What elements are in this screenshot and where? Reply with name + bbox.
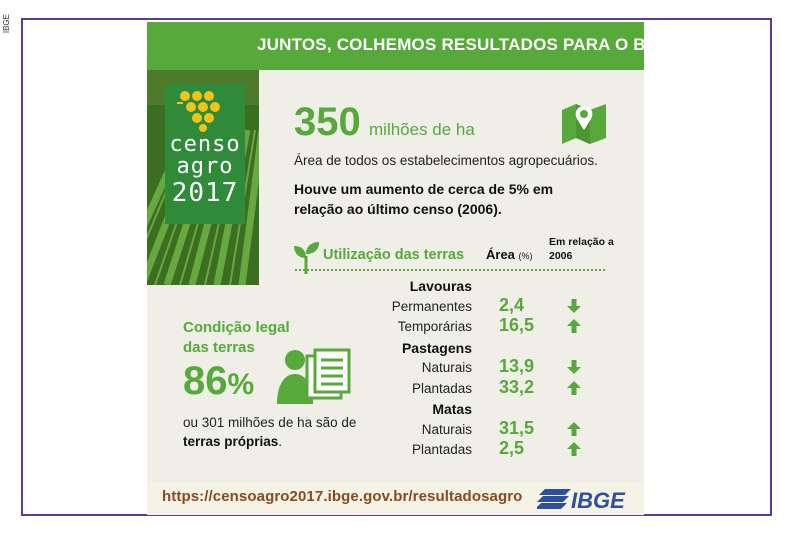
banner-title: JUNTOS, COLHEMOS RESULTADOS PARA O BRASI… <box>257 35 698 54</box>
arrow-down-icon <box>567 298 581 313</box>
column-area-unit: (%) <box>518 251 533 261</box>
column-relation-header: Em relação a 2006 <box>549 236 614 262</box>
infographic-card: JUNTOS, COLHEMOS RESULTADOS PARA O BRASI… <box>147 22 698 515</box>
land-use-row: Permanentes 2,4 <box>147 294 644 317</box>
row-area-value: 33,2 <box>499 376 535 397</box>
legal-percent: 86% <box>183 360 254 406</box>
land-use-title: Utilização das terras <box>323 247 465 263</box>
legal-percent-value: 86 <box>183 359 228 403</box>
dotted-divider <box>295 269 605 271</box>
row-label: Temporárias <box>397 319 472 334</box>
legal-condition-title: Condição legal das terras <box>183 319 290 356</box>
legal-desc-bold: terras próprias <box>183 434 279 449</box>
results-link[interactable]: https://censoagro2017.ibge.gov.br/result… <box>162 488 523 505</box>
outer-frame <box>21 18 772 516</box>
column-area-label: Área <box>486 247 515 262</box>
map-pin-icon <box>562 104 606 144</box>
owner-document-icon <box>277 348 351 404</box>
logo-year: 2017 <box>171 178 239 208</box>
category-label: Pastagens <box>401 339 472 356</box>
land-use-category: Lavouras <box>147 276 644 296</box>
ibge-logo-text: IBGE <box>571 488 626 513</box>
land-use-row: Plantadas 2,5 <box>147 438 644 460</box>
column-area-header: Área (%) <box>486 247 533 262</box>
area-unit: milhões de ha <box>369 120 475 139</box>
land-use-category: Matas <box>147 399 644 419</box>
logo-line-2: agro <box>176 154 234 179</box>
row-area-value: 16,5 <box>499 315 535 335</box>
row-label: Plantadas <box>411 380 472 396</box>
row-label: Naturais <box>421 360 472 375</box>
land-use-category: Pastagens <box>147 338 644 358</box>
row-area-value: 31,5 <box>499 417 535 438</box>
legal-description: ou 301 milhões de ha são de terras própr… <box>183 413 373 451</box>
arrow-up-icon <box>567 319 581 333</box>
arrow-up-icon <box>567 442 581 456</box>
ibge-logo: IBGE <box>537 488 626 513</box>
arrow-down-icon <box>567 360 581 374</box>
logo-line-1: censo <box>169 132 241 157</box>
row-label: Naturais <box>421 421 472 437</box>
sprout-icon <box>294 242 319 274</box>
footer-bar: https://censoagro2017.ibge.gov.br/result… <box>147 482 644 515</box>
grape-cluster-icon <box>177 91 220 132</box>
area-value: 350 <box>294 100 361 144</box>
legal-desc-suffix: . <box>278 434 283 449</box>
censo-agro-logo: censo agro 2017 <box>165 84 245 224</box>
land-use-row: Naturais 13,9 <box>147 356 644 378</box>
crop-field-photo: censo agro 2017 <box>147 70 259 285</box>
land-use-row: Plantadas 33,2 <box>147 376 644 399</box>
legal-desc-prefix: ou 301 milhões de ha são de <box>183 415 357 430</box>
land-use-row: Temporárias 16,5 <box>147 315 644 337</box>
top-banner: JUNTOS, COLHEMOS RESULTADOS PARA O BRASI… <box>147 22 698 70</box>
row-area-value: 2,4 <box>499 294 525 315</box>
row-label: Permanentes <box>391 298 472 314</box>
arrow-up-icon <box>567 380 581 395</box>
land-use-row: Naturais 31,5 <box>147 417 644 440</box>
category-label: Matas <box>432 401 472 417</box>
legal-percent-symbol: % <box>227 368 255 401</box>
arrow-up-icon <box>567 421 581 436</box>
side-credit-label: IBGE <box>2 14 11 34</box>
area-description: Área de todos os estabelecimentos agrope… <box>294 153 598 168</box>
row-label: Plantadas <box>411 442 472 457</box>
row-area-value: 2,5 <box>499 438 525 458</box>
area-increase-note: Houve um aumento de cerca de 5% em relaç… <box>294 181 554 217</box>
row-area-value: 13,9 <box>499 356 535 376</box>
category-label: Lavouras <box>409 278 472 294</box>
